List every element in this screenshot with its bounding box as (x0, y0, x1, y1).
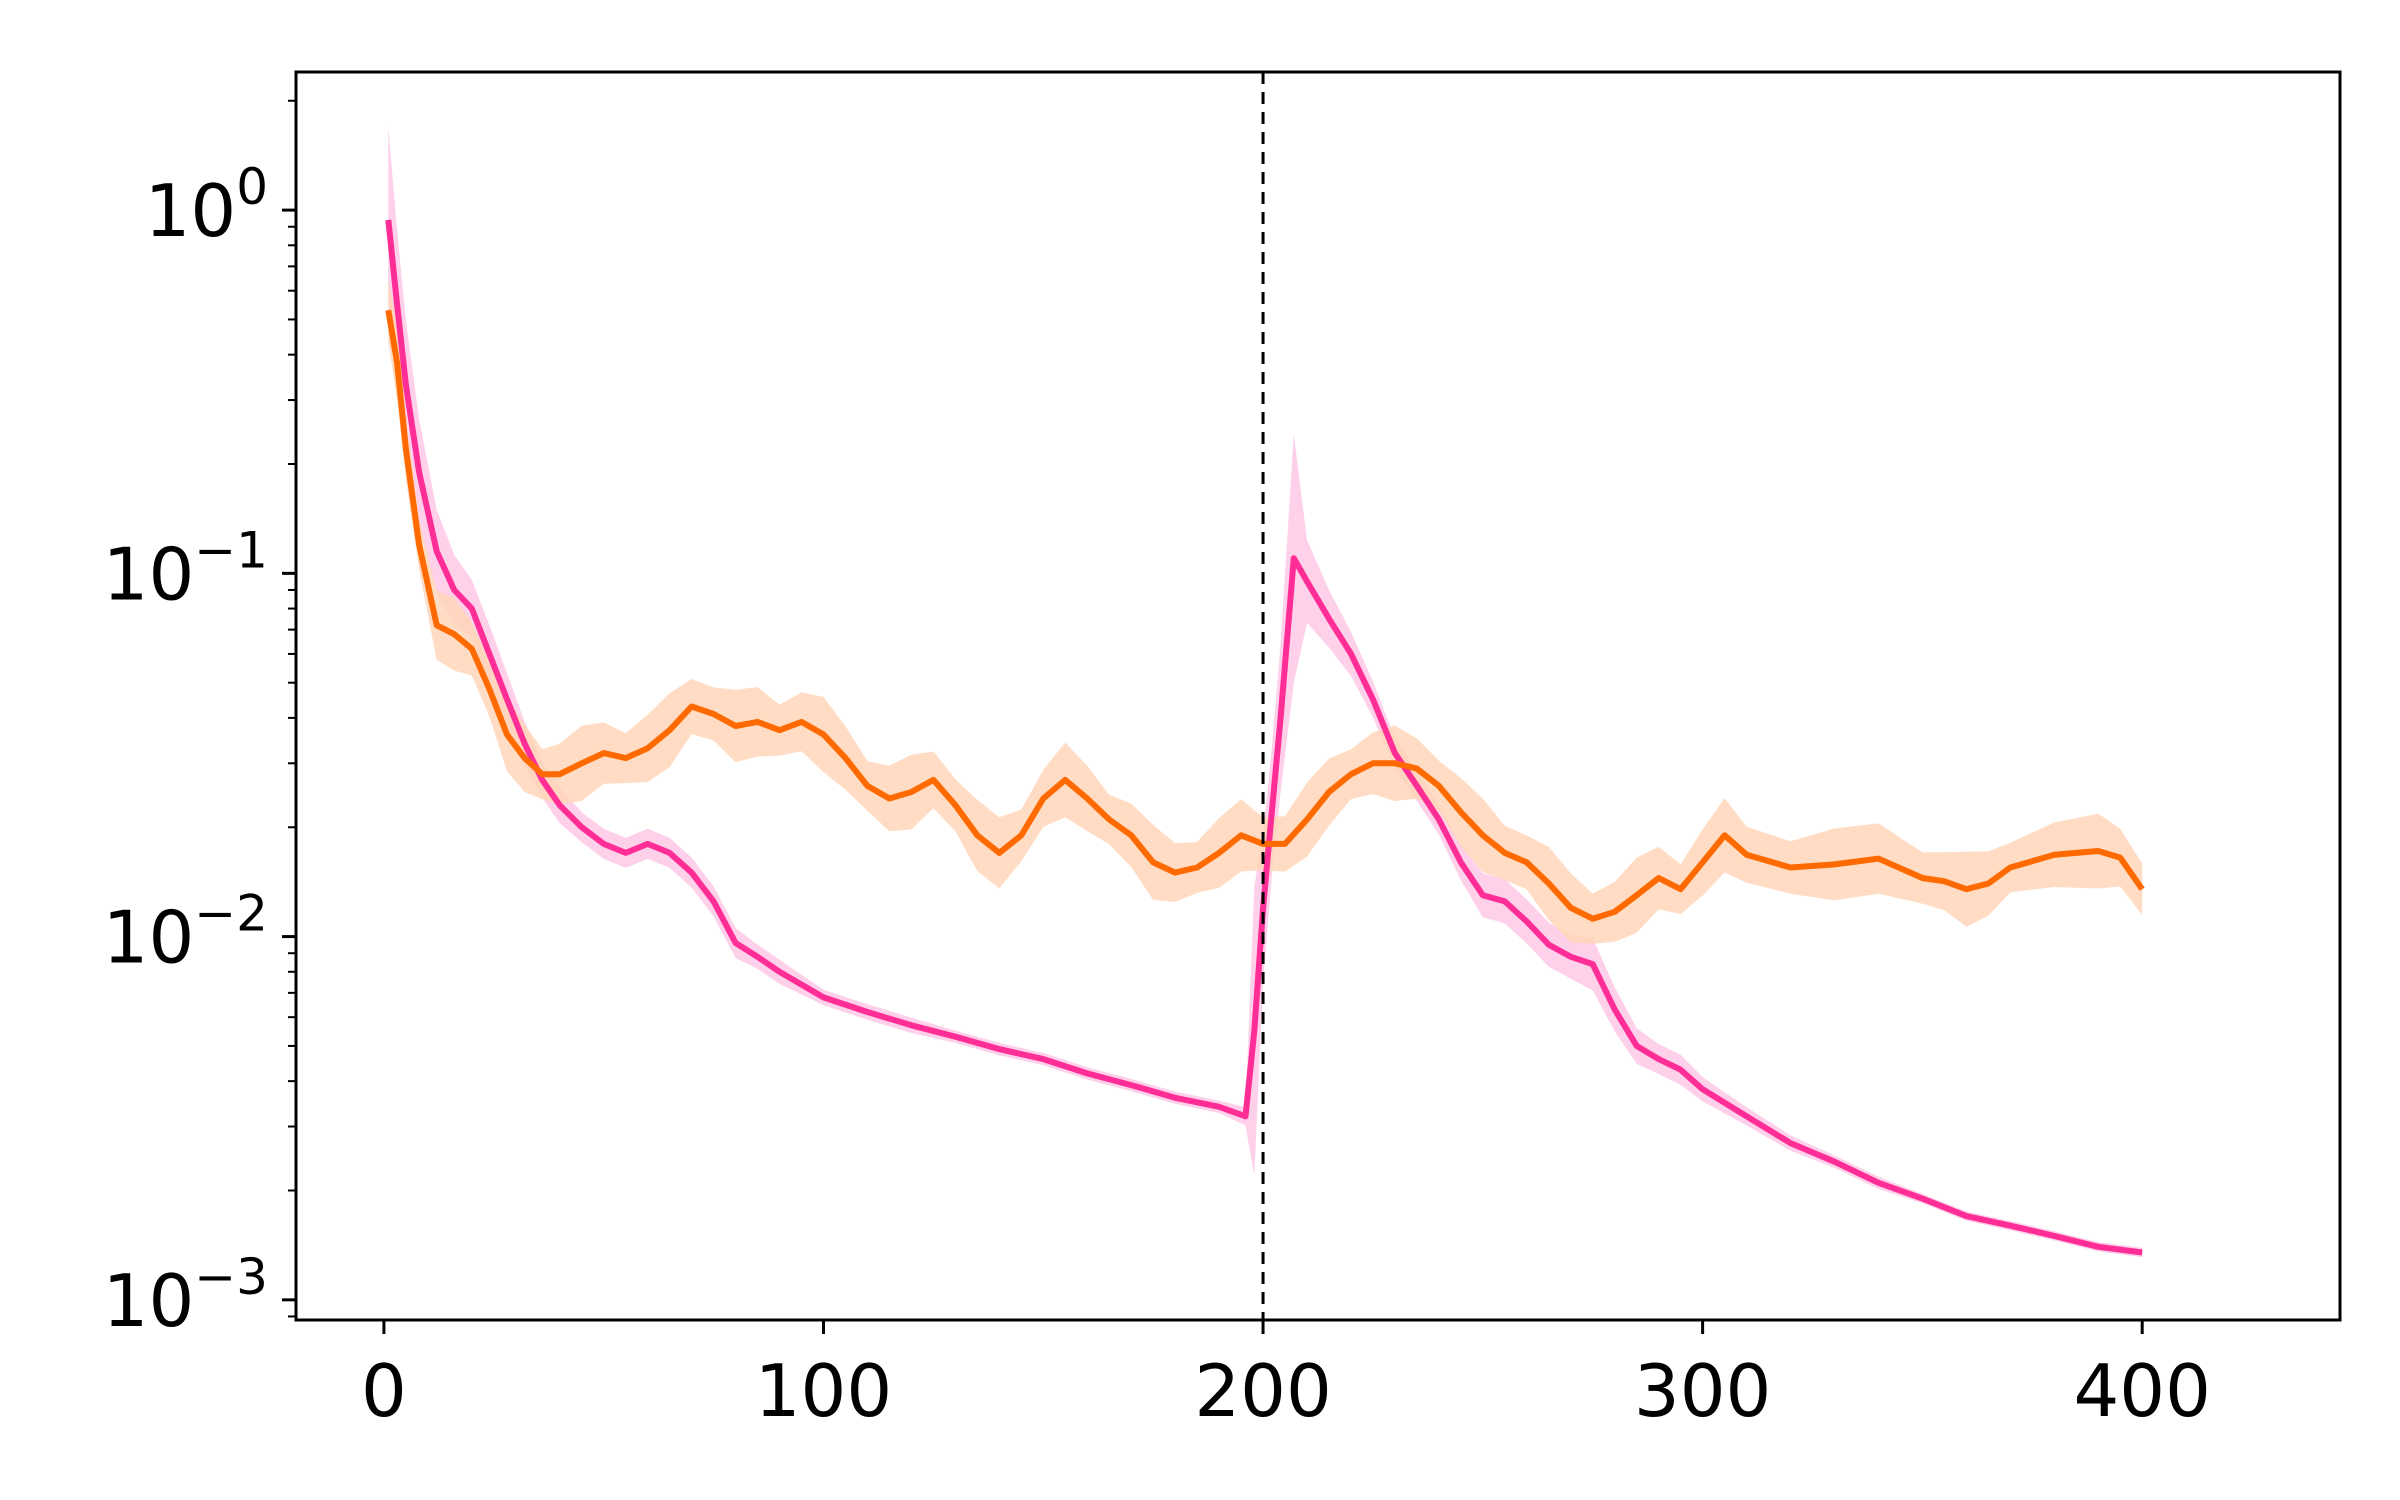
plot-frame (294, 70, 2342, 1322)
series-1-band (388, 278, 2143, 944)
series-lines (385, 219, 2145, 1256)
x-tick-label: 400 (2073, 1349, 2210, 1433)
x-axis: 0 100 200 300 400 (361, 1320, 2211, 1433)
y-tick-label: 10−1 (103, 521, 268, 616)
y-axis: 100 10−1 10−2 10−3 (103, 99, 296, 1343)
x-tick-label: 200 (1194, 1349, 1331, 1433)
series-0-line (385, 219, 2143, 1256)
confidence-bands (388, 127, 2143, 1258)
x-tick-label: 100 (755, 1349, 892, 1433)
y-tick-label: 10−3 (103, 1248, 268, 1343)
x-tick-label: 0 (361, 1349, 407, 1433)
series-1-line (385, 309, 2145, 922)
y-tick-label: 100 (145, 158, 268, 253)
x-tick-label: 300 (1634, 1349, 1771, 1433)
y-tick-label: 10−2 (103, 885, 268, 980)
